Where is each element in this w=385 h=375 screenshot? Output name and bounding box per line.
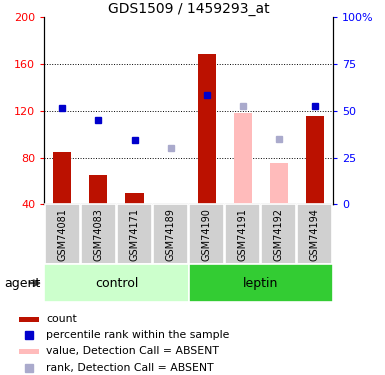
Bar	[261, 204, 296, 264]
Bar	[45, 204, 80, 264]
Bar	[306, 117, 324, 204]
Text: control: control	[95, 277, 138, 290]
Bar	[234, 113, 252, 204]
Text: count: count	[46, 315, 77, 324]
Bar	[126, 193, 144, 204]
Text: GSM74191: GSM74191	[238, 208, 248, 261]
Bar	[53, 152, 71, 204]
Bar	[198, 54, 216, 204]
Bar	[189, 204, 224, 264]
Text: agent: agent	[4, 277, 40, 290]
Bar	[225, 204, 260, 264]
Text: GSM74194: GSM74194	[310, 208, 320, 261]
Title: GDS1509 / 1459293_at: GDS1509 / 1459293_at	[108, 2, 270, 16]
Bar	[117, 204, 152, 264]
Bar	[19, 317, 39, 322]
Text: rank, Detection Call = ABSENT: rank, Detection Call = ABSENT	[46, 363, 214, 373]
Text: GSM74192: GSM74192	[274, 208, 284, 261]
Bar	[81, 204, 116, 264]
Text: value, Detection Call = ABSENT: value, Detection Call = ABSENT	[46, 346, 219, 356]
Text: GSM74189: GSM74189	[166, 208, 176, 261]
Bar	[153, 204, 188, 264]
Text: GSM74190: GSM74190	[202, 208, 212, 261]
Bar	[270, 164, 288, 204]
Bar	[19, 349, 39, 354]
Text: GSM74083: GSM74083	[94, 208, 104, 261]
Bar	[44, 264, 189, 302]
Text: leptin: leptin	[243, 277, 278, 290]
Text: GSM74171: GSM74171	[129, 208, 139, 261]
Bar	[89, 175, 107, 204]
Bar	[189, 264, 333, 302]
Text: percentile rank within the sample: percentile rank within the sample	[46, 330, 229, 340]
Bar	[298, 204, 333, 264]
Text: GSM74081: GSM74081	[57, 208, 67, 261]
